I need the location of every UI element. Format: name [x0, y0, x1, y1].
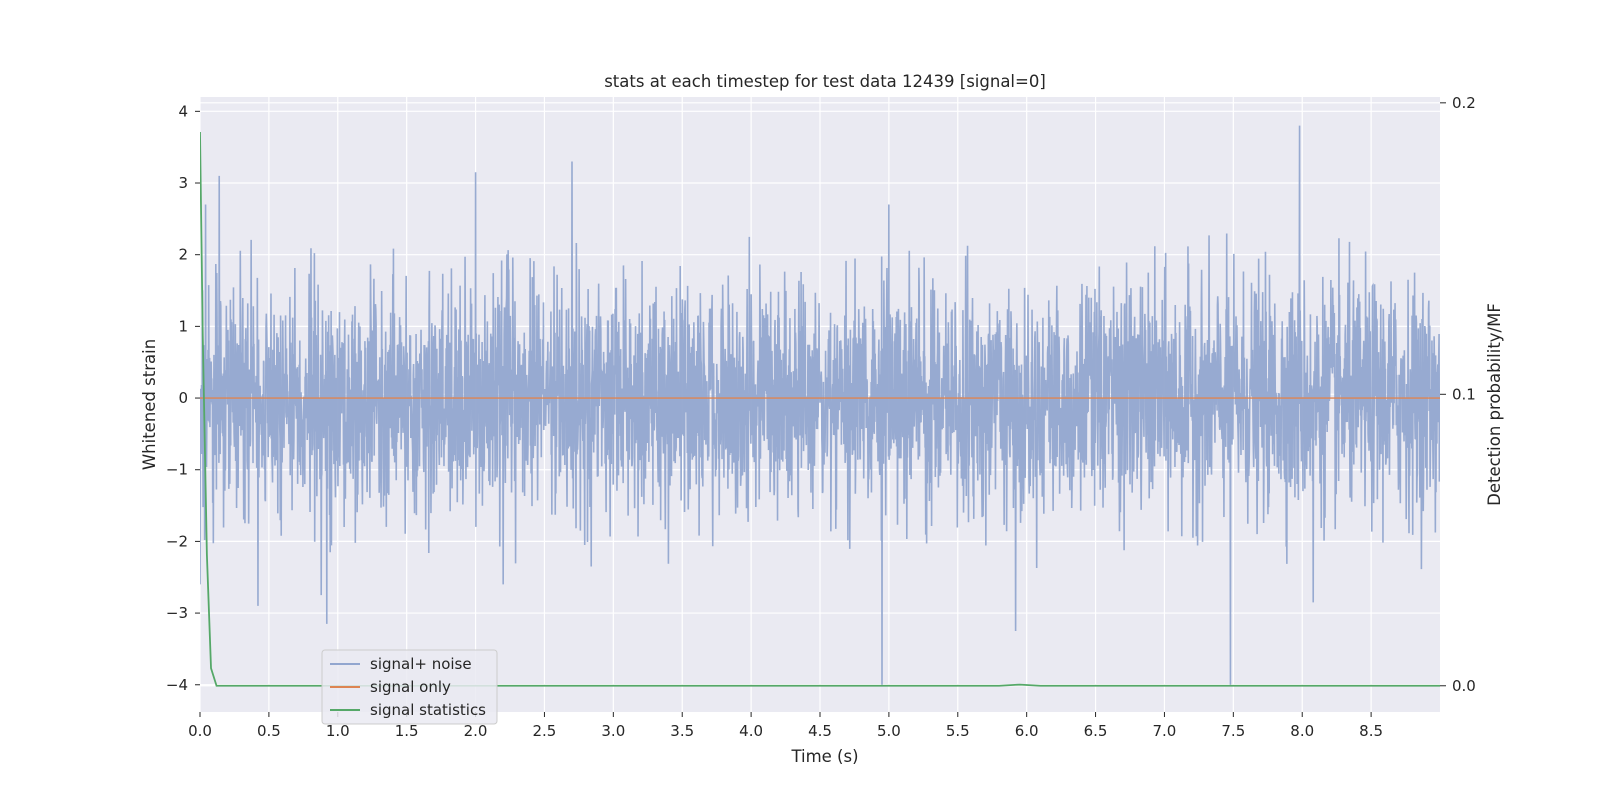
y-tick-label: −2 [166, 532, 188, 550]
x-tick-label: 1.0 [326, 722, 350, 740]
y-tick-label: 3 [178, 174, 188, 192]
series-line-signal-statistics [200, 131, 1440, 687]
chart-title: stats at each timestep for test data 124… [604, 72, 1046, 91]
y2-tick-label: 0.1 [1452, 385, 1476, 403]
x-tick-label: 6.5 [1084, 722, 1108, 740]
plot-area [200, 125, 1440, 687]
x-tick-label: 7.5 [1221, 722, 1245, 740]
y-axis-title: Whitened strain [140, 339, 159, 470]
y2-tick-label: 0.0 [1452, 677, 1476, 695]
x-tick-label: 3.5 [670, 722, 694, 740]
y-tick-label: 2 [178, 246, 188, 264]
legend-label-signal-noise: signal+ noise [370, 655, 472, 673]
x-tick-label: 8.5 [1359, 722, 1383, 740]
x-tick-label: 8.0 [1290, 722, 1314, 740]
x-tick-label: 6.0 [1015, 722, 1039, 740]
y2-tick-label: 0.2 [1452, 94, 1476, 112]
x-tick-label: 1.5 [395, 722, 419, 740]
legend-box [321, 649, 498, 725]
axes: 0.0 0.5 1.0 1.5 2.0 2.5 3.0 3.5 4.0 4.5 5.0 5.5 6.0 6… [166, 94, 1476, 740]
x-tick-label: 7.0 [1153, 722, 1177, 740]
x-tick-label: 5.0 [877, 722, 901, 740]
legend-label-signal-only: signal only [370, 678, 451, 696]
x-tick-label: 4.5 [808, 722, 832, 740]
y-tick-label: 4 [178, 102, 188, 120]
y-tick-label: 0 [178, 389, 188, 407]
y-tick-label: −1 [166, 461, 188, 479]
series-line-signal-noise [200, 125, 1440, 685]
x-tick-label: 2.0 [464, 722, 488, 740]
x-tick-label: 0.0 [188, 722, 212, 740]
x-tick-label: 4.0 [739, 722, 763, 740]
y2-axis-title: Detection probability/MF [1485, 303, 1504, 506]
x-tick-label: 5.5 [946, 722, 970, 740]
x-tick-label: 3.0 [601, 722, 625, 740]
y-tick-label: −4 [166, 676, 188, 694]
y-tick-label: 1 [178, 317, 188, 335]
x-tick-label: 2.5 [533, 722, 557, 740]
x-axis-title: Time (s) [790, 747, 858, 766]
legend: signal+ noise signal only signal statist… [321, 649, 498, 725]
legend-label-signal-statistics: signal statistics [370, 701, 486, 719]
y-tick-label: −3 [166, 604, 188, 622]
x-tick-label: 0.5 [257, 722, 281, 740]
